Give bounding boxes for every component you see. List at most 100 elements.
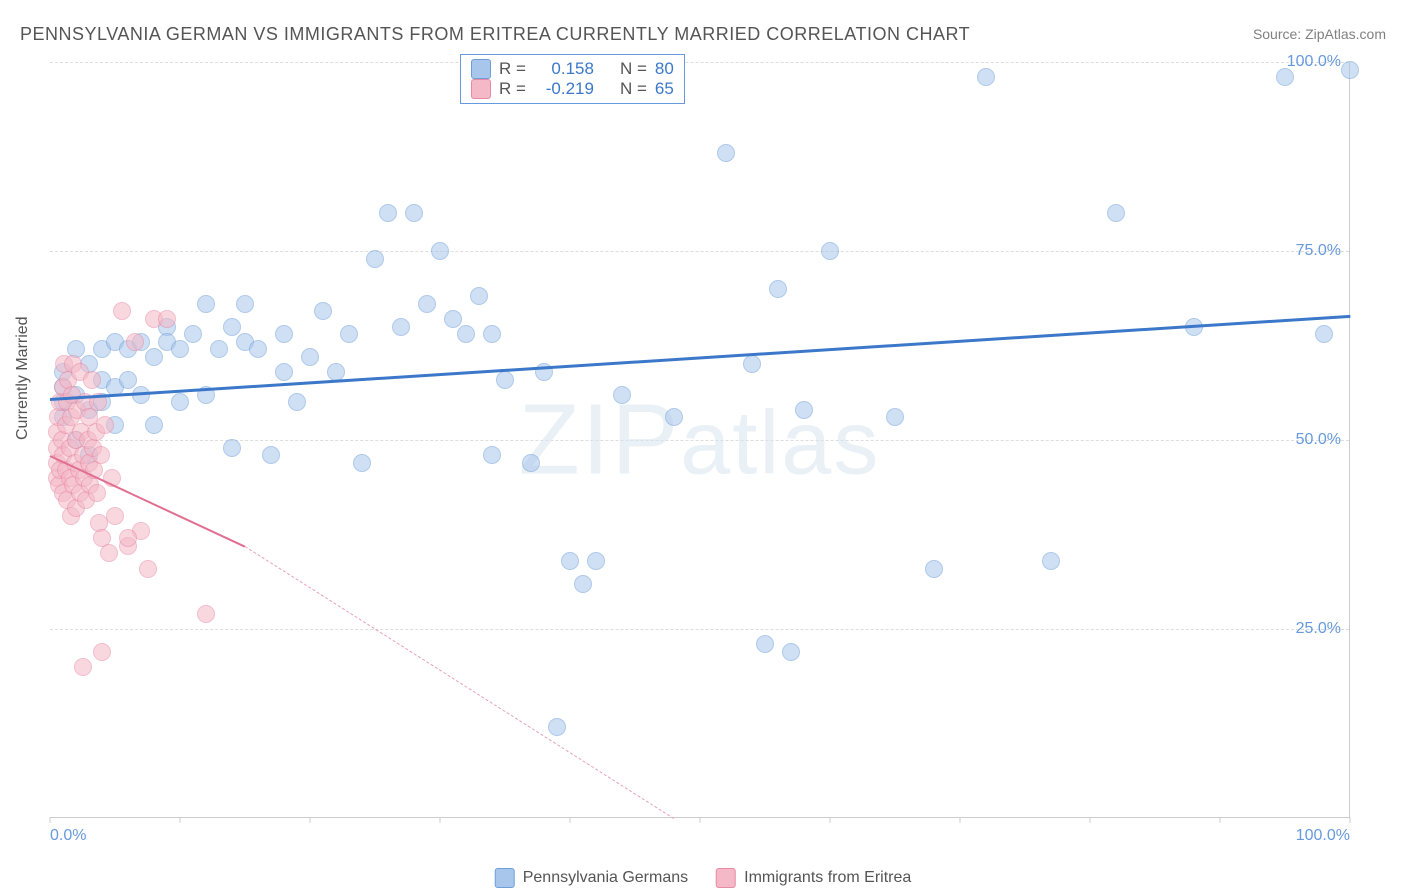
data-point xyxy=(483,446,501,464)
data-point xyxy=(74,658,92,676)
x-tick-mark xyxy=(50,817,51,823)
data-point xyxy=(496,371,514,389)
x-tick-mark xyxy=(700,817,701,823)
data-point xyxy=(83,371,101,389)
stats-legend-row: R = 0.158 N = 80 xyxy=(471,59,674,79)
data-point xyxy=(1341,61,1359,79)
n-label: N = xyxy=(620,59,647,79)
data-point xyxy=(171,340,189,358)
data-point xyxy=(301,348,319,366)
trend-line xyxy=(245,546,675,819)
n-value: 65 xyxy=(655,79,674,99)
data-point xyxy=(717,144,735,162)
x-tick-mark xyxy=(180,817,181,823)
x-tick-mark xyxy=(960,817,961,823)
stats-legend-row: R =-0.219N =65 xyxy=(471,79,674,99)
plot-area: ZIPatlas R =0.158N =80R =-0.219N =65 25.… xyxy=(50,62,1350,818)
y-tick-label: 75.0% xyxy=(1296,242,1341,260)
data-point xyxy=(1107,204,1125,222)
trend-line xyxy=(50,315,1350,401)
data-point xyxy=(561,552,579,570)
x-tick-label: 0.0% xyxy=(50,827,86,845)
y-tick-label: 100.0% xyxy=(1287,53,1341,71)
data-point xyxy=(119,529,137,547)
data-point xyxy=(782,643,800,661)
data-point xyxy=(457,325,475,343)
data-point xyxy=(314,302,332,320)
data-point xyxy=(184,325,202,343)
data-point xyxy=(171,393,189,411)
data-point xyxy=(249,340,267,358)
x-tick-label: 100.0% xyxy=(1296,827,1350,845)
data-point xyxy=(145,416,163,434)
x-tick-mark xyxy=(1220,817,1221,823)
x-tick-mark xyxy=(830,817,831,823)
data-point xyxy=(925,560,943,578)
r-value: -0.219 xyxy=(534,79,594,99)
data-point xyxy=(1315,325,1333,343)
legend-swatch xyxy=(716,868,736,888)
data-point xyxy=(665,408,683,426)
source-attribution: Source: ZipAtlas.com xyxy=(1253,26,1386,42)
data-point xyxy=(1276,68,1294,86)
x-tick-mark xyxy=(1350,817,1351,823)
data-point xyxy=(587,552,605,570)
data-point xyxy=(431,242,449,260)
data-point xyxy=(977,68,995,86)
data-point xyxy=(197,295,215,313)
data-point xyxy=(210,340,228,358)
data-point xyxy=(886,408,904,426)
data-point xyxy=(100,544,118,562)
data-point xyxy=(275,325,293,343)
data-point xyxy=(574,575,592,593)
data-point xyxy=(223,318,241,336)
data-point xyxy=(470,287,488,305)
x-tick-mark xyxy=(570,817,571,823)
legend-item: Immigrants from Eritrea xyxy=(716,868,911,888)
data-point xyxy=(353,454,371,472)
legend-label: Immigrants from Eritrea xyxy=(744,869,911,887)
data-point xyxy=(613,386,631,404)
data-point xyxy=(113,302,131,320)
data-point xyxy=(366,250,384,268)
gridline xyxy=(50,62,1349,63)
data-point xyxy=(92,446,110,464)
data-point xyxy=(548,718,566,736)
data-point xyxy=(405,204,423,222)
legend-label: Pennsylvania Germans xyxy=(523,869,688,887)
data-point xyxy=(96,416,114,434)
x-tick-mark xyxy=(440,817,441,823)
gridline xyxy=(50,629,1349,630)
data-point xyxy=(522,454,540,472)
series-legend: Pennsylvania Germans Immigrants from Erit… xyxy=(495,868,912,888)
data-point xyxy=(119,371,137,389)
data-point xyxy=(756,635,774,653)
n-value: 80 xyxy=(655,59,674,79)
chart-title: PENNSYLVANIA GERMAN VS IMMIGRANTS FROM E… xyxy=(20,24,970,45)
data-point xyxy=(1042,552,1060,570)
data-point xyxy=(821,242,839,260)
r-value: 0.158 xyxy=(534,59,594,79)
x-tick-mark xyxy=(1090,817,1091,823)
data-point xyxy=(197,605,215,623)
data-point xyxy=(223,439,241,457)
data-point xyxy=(340,325,358,343)
data-point xyxy=(139,560,157,578)
data-point xyxy=(483,325,501,343)
data-point xyxy=(769,280,787,298)
data-point xyxy=(444,310,462,328)
y-tick-label: 25.0% xyxy=(1296,620,1341,638)
data-point xyxy=(392,318,410,336)
data-point xyxy=(379,204,397,222)
x-tick-mark xyxy=(310,817,311,823)
n-label: N = xyxy=(620,79,647,99)
data-point xyxy=(106,507,124,525)
data-point xyxy=(158,310,176,328)
data-point xyxy=(93,643,111,661)
r-label: R = xyxy=(499,59,526,79)
stats-legend: R = 0.158 N = 80R = -0.219 N = 65 xyxy=(460,54,685,104)
data-point xyxy=(262,446,280,464)
legend-swatch xyxy=(471,79,491,99)
data-point xyxy=(275,363,293,381)
data-point xyxy=(236,295,254,313)
